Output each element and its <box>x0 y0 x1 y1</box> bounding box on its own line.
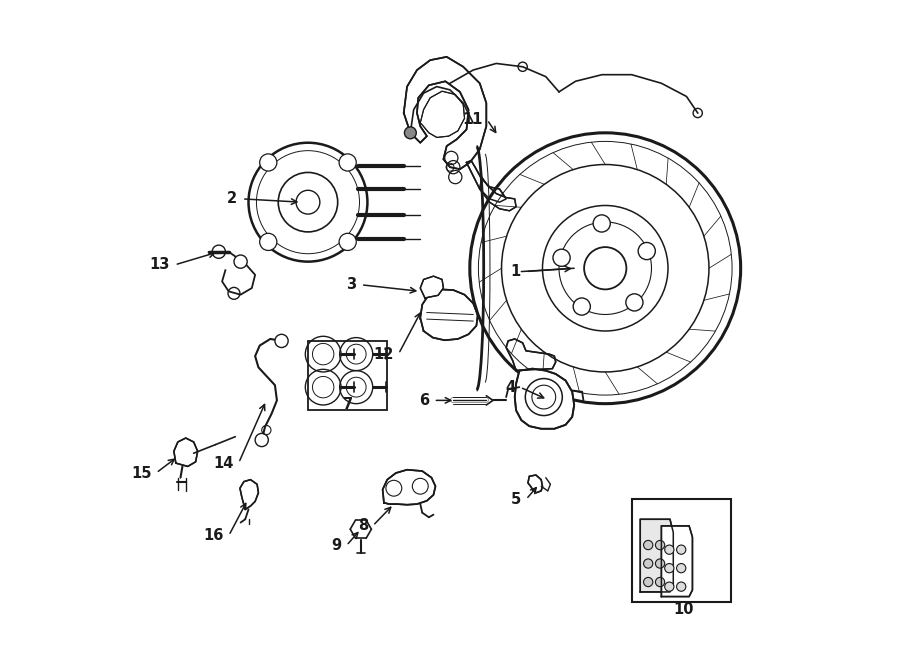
Circle shape <box>274 334 288 348</box>
Circle shape <box>553 249 571 266</box>
Polygon shape <box>480 177 516 211</box>
Polygon shape <box>528 475 543 493</box>
Polygon shape <box>240 480 258 509</box>
Polygon shape <box>662 526 692 596</box>
Circle shape <box>665 545 674 554</box>
Text: 3: 3 <box>346 277 356 292</box>
Text: 10: 10 <box>673 602 693 617</box>
Text: 16: 16 <box>203 528 224 544</box>
Bar <box>308 341 387 410</box>
Polygon shape <box>174 438 198 467</box>
Polygon shape <box>420 276 444 298</box>
Text: 15: 15 <box>130 465 151 481</box>
Text: 2: 2 <box>227 191 238 207</box>
Circle shape <box>655 577 665 587</box>
Polygon shape <box>515 369 574 429</box>
Polygon shape <box>382 470 436 504</box>
Text: 8: 8 <box>358 518 368 534</box>
Text: 1: 1 <box>510 264 521 279</box>
Circle shape <box>665 563 674 573</box>
Circle shape <box>644 559 652 568</box>
Circle shape <box>573 298 590 315</box>
Polygon shape <box>404 57 486 169</box>
Text: 6: 6 <box>418 393 429 408</box>
Text: 9: 9 <box>331 538 342 553</box>
Circle shape <box>626 294 643 311</box>
Text: 12: 12 <box>374 347 394 361</box>
Circle shape <box>677 582 686 591</box>
Circle shape <box>644 540 652 549</box>
Circle shape <box>339 233 356 250</box>
Circle shape <box>584 247 626 289</box>
Circle shape <box>638 242 655 260</box>
Polygon shape <box>506 339 555 371</box>
Circle shape <box>677 545 686 554</box>
Text: 5: 5 <box>511 492 521 507</box>
Text: 11: 11 <box>462 112 482 127</box>
Text: 13: 13 <box>149 258 170 273</box>
Circle shape <box>593 215 610 232</box>
Circle shape <box>644 577 652 587</box>
Circle shape <box>234 255 248 268</box>
Polygon shape <box>420 289 478 340</box>
Circle shape <box>665 582 674 591</box>
Polygon shape <box>640 519 673 592</box>
Circle shape <box>260 233 277 250</box>
Circle shape <box>404 127 417 139</box>
Circle shape <box>655 540 665 549</box>
Text: 4: 4 <box>505 379 516 395</box>
Circle shape <box>260 154 277 171</box>
Polygon shape <box>420 91 464 138</box>
Text: 14: 14 <box>213 455 234 471</box>
Circle shape <box>339 154 356 171</box>
Circle shape <box>655 559 665 568</box>
Circle shape <box>677 563 686 573</box>
Circle shape <box>255 434 268 447</box>
Bar <box>632 499 731 602</box>
Text: 7: 7 <box>343 397 353 412</box>
Polygon shape <box>466 161 506 202</box>
